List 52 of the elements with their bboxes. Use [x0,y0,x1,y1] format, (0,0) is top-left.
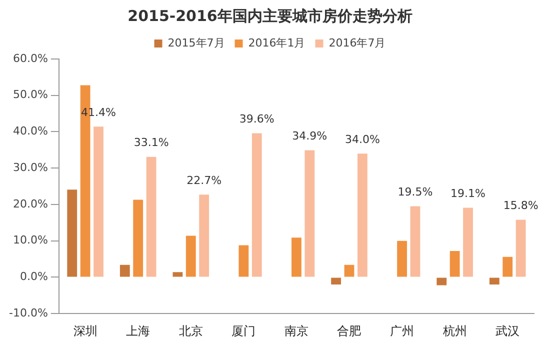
y-tick-label: -10.0% [8,306,48,320]
x-tick-label: 杭州 [442,324,467,338]
data-label: 34.0% [344,132,380,146]
x-tick-label: 北京 [178,324,203,338]
y-tick-label: 10.0% [12,234,48,247]
y-tick-label: 0.0% [20,270,48,284]
data-label: 19.5% [398,186,433,199]
x-tick-label: 合肥 [337,324,362,338]
bar [199,194,210,277]
bar [146,156,156,277]
bar [489,278,500,285]
data-label: 15.8% [503,199,538,212]
data-label: 34.9% [292,130,328,143]
legend-label: 2016年7月 [328,36,386,50]
x-tick-label: 深圳 [73,324,98,338]
x-tick-label: 武汉 [496,324,520,338]
bar [238,245,249,277]
bar [344,264,354,277]
y-tick-label: 60.0% [12,52,48,65]
bar [516,220,526,277]
bar [67,190,78,277]
bar [252,133,262,277]
bar [357,154,368,277]
y-tick-label: 50.0% [12,88,48,102]
bar [410,206,420,277]
data-label: 33.1% [134,136,169,150]
x-tick-label: 厦门 [232,324,256,338]
bar [172,272,183,277]
chart-title: 2015-2016年国内主要城市房价走势分析 [128,6,412,25]
bar [304,150,315,277]
y-tick-label: 40.0% [12,124,48,138]
bar [292,238,302,277]
bar [397,240,407,277]
x-tick-label: 广州 [390,324,414,338]
data-label: 39.6% [239,112,274,126]
bar [331,278,341,285]
y-tick-label: 20.0% [12,197,48,210]
bar [120,264,130,277]
bar [133,200,144,277]
bar [450,251,460,277]
data-label: 22.7% [186,174,222,188]
bar [436,278,447,286]
data-label: 19.1% [450,187,486,200]
bar [502,256,513,277]
x-tick-label: 上海 [126,324,150,338]
bar [463,208,473,277]
legend-label: 2015年7月 [168,36,225,50]
bar [186,236,196,277]
bar [94,126,104,277]
legend-label: 2016年1月 [248,36,306,50]
x-tick-label: 南京 [284,324,308,338]
y-tick-label: 30.0% [12,160,48,174]
